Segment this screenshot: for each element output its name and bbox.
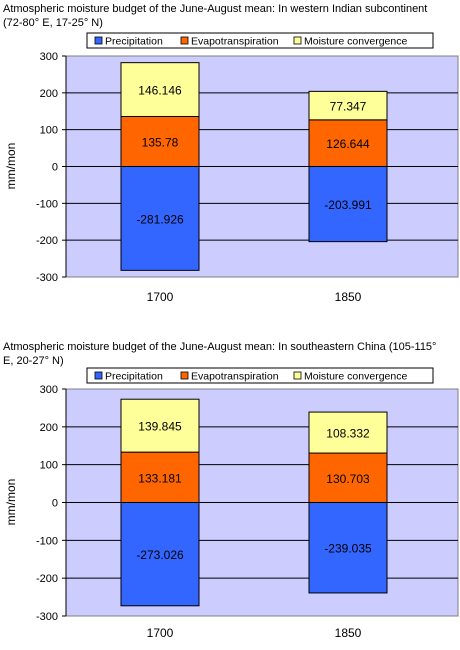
data-label: 135.78 <box>142 135 179 149</box>
data-label: 126.644 <box>326 137 370 151</box>
legend: Precipitation Evapotranspiration Moisture … <box>86 32 434 49</box>
chart-title: Atmospheric moisture budget of the June-… <box>3 341 437 367</box>
legend-label: Precipitation <box>105 36 163 48</box>
legend-label: Evapotranspiration <box>191 371 279 383</box>
y-tick-label: 300 <box>40 51 58 63</box>
bar-moisture-convergence <box>120 398 200 453</box>
data-label: -273.026 <box>136 548 184 562</box>
y-tick-label: 0 <box>52 498 58 510</box>
data-label: -281.926 <box>136 212 184 226</box>
y-tick-label: -100 <box>36 198 58 210</box>
bar-moisture-convergence <box>308 90 388 121</box>
legend-label: Precipitation <box>105 371 163 383</box>
y-axis-label: mm/mon <box>4 479 18 526</box>
chart-panel-southeastern-china: Atmospheric moisture budget of the June-… <box>0 338 460 650</box>
y-tick-label: 300 <box>40 384 58 396</box>
data-label: 133.181 <box>138 471 182 485</box>
y-tick-label: -200 <box>36 235 58 247</box>
y-tick-label: 100 <box>40 125 58 137</box>
bar-evapotranspiration <box>308 452 388 503</box>
chart-svg: 300 200 100 0 -100 -200 -300 mm/mon -273.026 133.… <box>4 367 459 640</box>
y-tick-label: 200 <box>40 88 58 100</box>
legend-label: Moisture convergence <box>304 36 407 48</box>
legend-label: Moisture convergence <box>304 371 407 383</box>
legend-box <box>86 32 434 49</box>
chart-svg: 300 200 100 0 -100 -200 -300 mm/mon -281.926 135.… <box>4 32 459 304</box>
data-label: 146.146 <box>138 84 182 98</box>
bar-moisture-convergence <box>308 411 388 454</box>
y-tick-label: -300 <box>36 272 58 284</box>
legend-swatch <box>94 371 103 380</box>
legend-swatch <box>293 36 302 45</box>
data-label: -203.991 <box>324 198 372 212</box>
x-tick-label: 1850 <box>335 626 362 640</box>
bar-evapotranspiration <box>120 451 200 503</box>
chart-title: Atmospheric moisture budget of the June-… <box>3 3 428 29</box>
y-tick-label: -200 <box>36 573 58 585</box>
bar-moisture-convergence <box>120 62 200 117</box>
x-tick-label: 1850 <box>335 290 362 304</box>
bar-evapotranspiration <box>308 119 388 167</box>
data-label: 108.332 <box>326 427 370 441</box>
y-tick-label: 100 <box>40 460 58 472</box>
y-tick-label: 200 <box>40 422 58 434</box>
legend-box <box>86 367 434 384</box>
legend: Precipitation Evapotranspiration Moisture … <box>86 367 434 384</box>
x-tick-label: 1700 <box>147 626 174 640</box>
y-axis-label: mm/mon <box>4 143 18 190</box>
legend-label: Evapotranspiration <box>191 36 279 48</box>
data-label: 139.845 <box>138 420 182 434</box>
x-tick-label: 1700 <box>147 290 174 304</box>
legend-swatch <box>180 36 189 45</box>
y-tick-label: -300 <box>36 611 58 623</box>
chart-panel-western-india: Atmospheric moisture budget of the June-… <box>0 0 460 318</box>
bar-precipitation <box>120 502 200 607</box>
legend-swatch <box>94 36 103 45</box>
data-label: 130.703 <box>326 472 370 486</box>
legend-swatch <box>180 371 189 380</box>
bar-precipitation <box>308 502 388 594</box>
data-label: 77.347 <box>330 100 367 114</box>
bar-precipitation <box>308 166 388 243</box>
y-tick-label: 0 <box>52 162 58 174</box>
legend-swatch <box>293 371 302 380</box>
y-tick-label: -100 <box>36 535 58 547</box>
data-label: -239.035 <box>324 542 372 556</box>
